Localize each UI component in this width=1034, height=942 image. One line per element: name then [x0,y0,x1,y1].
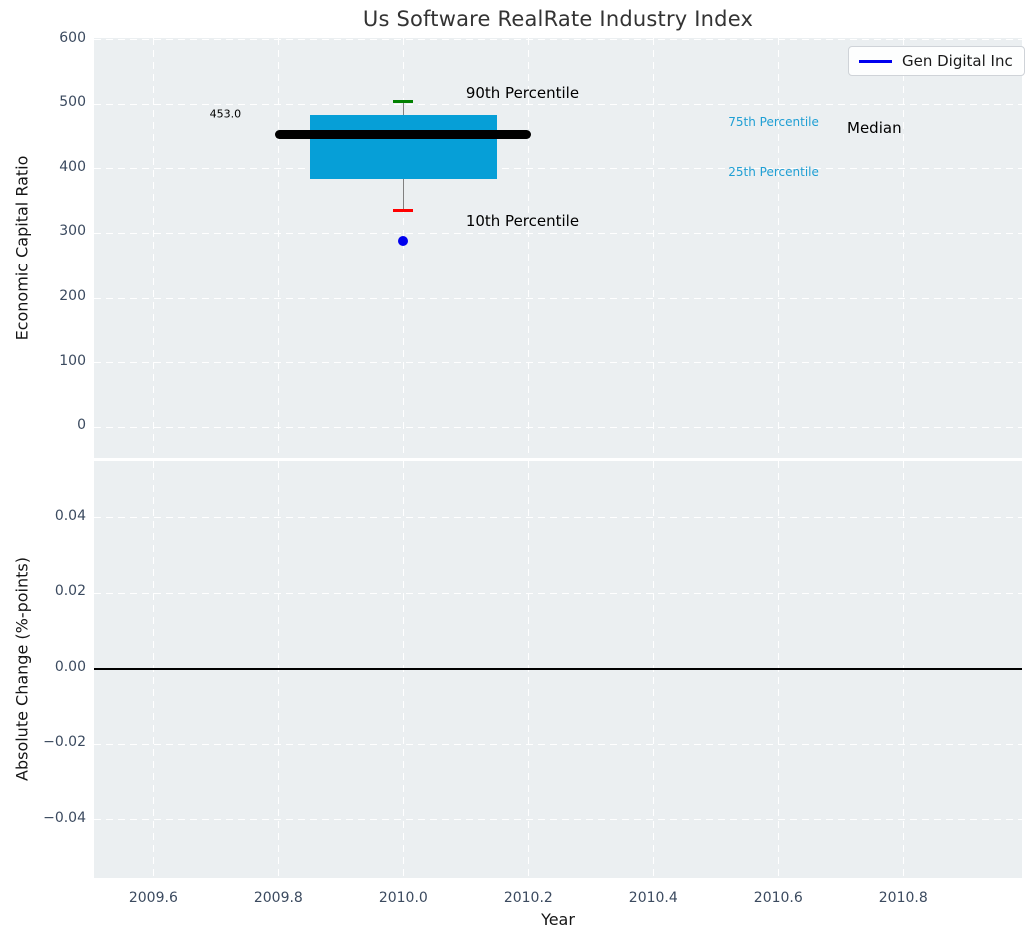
gridline-vertical [652,38,654,458]
x-tick-label: 2010.4 [628,890,678,906]
gridline-horizontal [94,39,1022,41]
x-tick-label: 2010.2 [503,890,553,906]
chart-annotation: Median [847,118,902,137]
chart-title: Us Software RealRate Industry Index [362,7,754,31]
gridline-horizontal [94,592,1022,594]
y-tick-label: −0.04 [43,809,86,826]
y-tick-label: 0.04 [54,507,86,524]
gridline-horizontal [94,362,1022,364]
y-tick-label: 500 [59,94,86,111]
x-tick-label: 2010.8 [878,890,928,906]
gridline-horizontal [94,426,1022,428]
x-tick-label: 2009.6 [128,890,178,906]
iqr-box [309,115,498,179]
y-tick-label: 0 [77,417,86,434]
y-tick-label: 600 [59,29,86,46]
gridline-horizontal [94,232,1022,234]
y-tick-label: 0.00 [54,658,86,675]
x-tick-label: 2009.8 [253,890,303,906]
top-y-axis-label: Economic Capital Ratio [12,155,32,341]
x-tick-label: 2010.6 [753,890,803,906]
y-tick-label: 0.02 [54,583,86,600]
x-axis-label: Year [541,910,575,929]
gridline-vertical [402,38,404,458]
y-tick-label: −0.02 [43,734,86,751]
gridline-horizontal [94,297,1022,299]
gridline-horizontal [94,168,1022,170]
gridline-vertical [902,38,904,458]
y-tick-label: 200 [59,288,86,304]
legend: Gen Digital Inc [848,46,1025,76]
zero-line [94,667,1022,670]
p10-cap [393,209,414,213]
x-tick-label: 2010.0 [378,890,428,906]
legend-line-swatch [859,59,892,63]
legend-label: Gen Digital Inc [902,52,1013,70]
chart-annotation: 10th Percentile [465,212,580,231]
bottom-plot-area [94,461,1022,878]
top-plot-area: 453.0 90th Percentile 10th Percentile 75th … [94,38,1022,458]
y-tick-label: 300 [59,223,86,240]
gridline-vertical [277,38,279,458]
gridline-horizontal [94,743,1022,745]
chart-annotation: 90th Percentile [465,84,580,103]
chart-annotation: 25th Percentile [728,165,819,180]
gridline-horizontal [94,819,1022,821]
y-tick-label: 100 [59,352,86,369]
chart-annotation: 453.0 [209,107,242,121]
gridline-horizontal [94,517,1022,519]
company-data-point [398,235,409,246]
chart-annotation: 75th Percentile [728,114,819,129]
gridline-vertical [152,38,154,458]
gridline-vertical [527,38,529,458]
median-line [275,130,532,140]
y-tick-label: 400 [59,158,86,175]
gridline-vertical [777,38,779,458]
gridline-horizontal [94,103,1022,105]
p90-cap [393,99,414,103]
